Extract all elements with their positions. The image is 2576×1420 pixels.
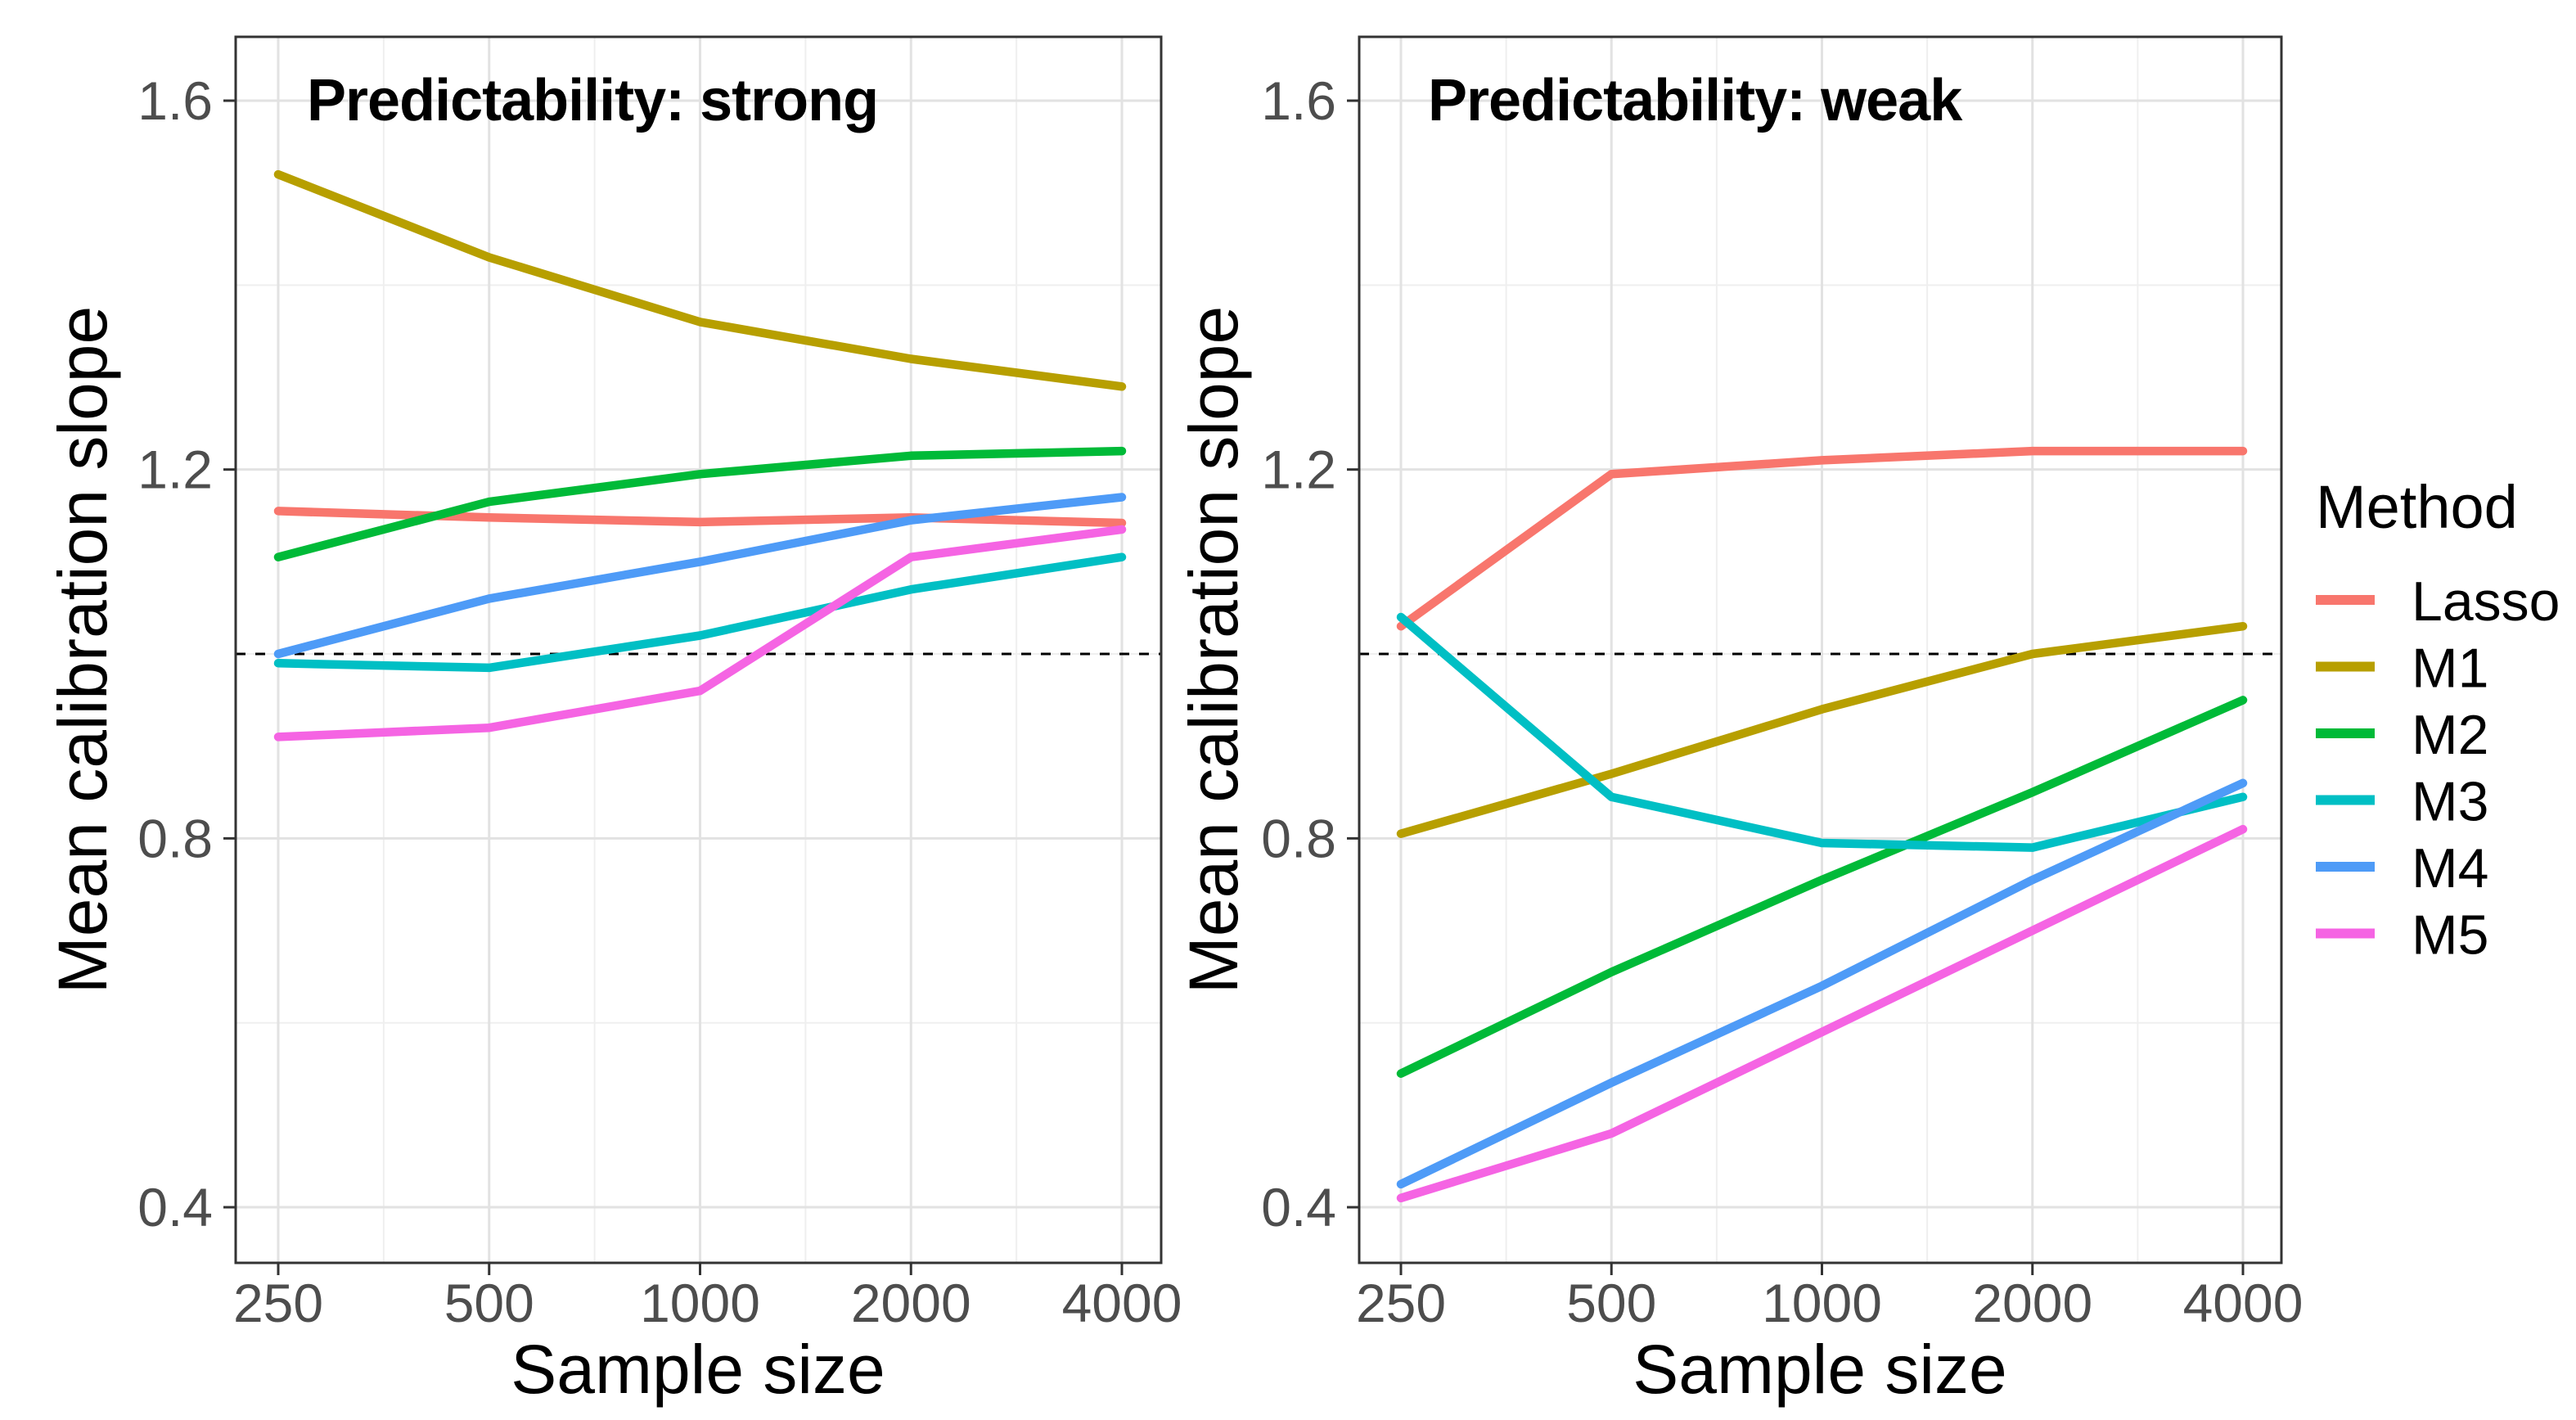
line-lasso-weak [1396,446,2248,631]
x-tick-label: 4000 [1062,1273,1182,1333]
panel-border-strong [234,35,1163,1264]
panel-title-strong: Predictability: strong [307,68,878,133]
y-tick-label: 1.6 [1261,70,1336,131]
legend-label: M1 [2412,638,2488,700]
panel-bg-weak [1359,37,2281,1263]
y-tick-label: 1.6 [137,70,213,131]
y-tick-label: 0.4 [1261,1177,1336,1237]
y-tick-label: 0.4 [137,1177,213,1237]
x-tick-label: 500 [1566,1273,1656,1333]
x-tick-label: 500 [444,1273,534,1333]
x-tick-label: 1000 [1762,1273,1882,1333]
legend-label: Lasso [2412,570,2560,633]
y-axis-title-right: Mean calibration slope [1175,306,1252,994]
line-m1-weak [1396,621,2248,838]
x-axis-title-right: Sample size [1633,1331,2007,1408]
y-tick-label: 1.2 [1261,440,1336,500]
legend-label: M2 [2412,704,2488,766]
axis-tick-labels-layer: 250 500 1000 2000 4000 0.4 0.8 1.2 1.6 250 500 1000… [137,70,2303,1333]
line-m4-weak [1396,778,2248,1189]
x-tick-label: 4000 [2183,1273,2304,1333]
y-tick-label: 0.8 [137,808,213,868]
line-m4-strong [273,493,1127,659]
legend-label: M5 [2412,904,2488,967]
y-tick-label: 0.8 [1261,808,1336,868]
y-tick-label: 1.2 [137,440,213,500]
x-tick-label: 2000 [851,1273,971,1333]
legend-entry-m2: M2 [2316,704,2488,766]
legend-entry-m4: M4 [2316,837,2488,899]
legend-entry-m5: M5 [2316,904,2488,967]
panel-title-weak: Predictability: weak [1428,68,1963,133]
legend-entry-lasso: Lasso [2316,570,2560,633]
legend-entry-m1: M1 [2316,638,2488,700]
line-m5-weak [1396,824,2248,1203]
legend-label: M3 [2412,771,2488,833]
x-tick-label: 250 [233,1273,323,1333]
y-axis-title-left: Mean calibration slope [44,306,121,994]
line-m5-strong [273,525,1127,742]
legend-title: Method [2316,473,2518,541]
x-tick-label: 250 [1356,1273,1446,1333]
legend-entry-m3: M3 [2316,771,2488,833]
panel-border-weak [1358,35,2283,1264]
x-tick-label: 2000 [1972,1273,2092,1333]
line-m2-strong [273,446,1127,561]
line-lasso-strong [273,507,1127,528]
line-m3-strong [273,552,1127,673]
data-lines-layer [273,169,2248,1203]
x-tick-label: 1000 [640,1273,760,1333]
panel-borders-layer [234,35,2283,1264]
panel-bg-strong [236,37,1161,1263]
legend-label: M4 [2412,837,2488,899]
line-m3-weak [1396,612,2248,852]
x-axis-title-left: Sample size [511,1331,885,1408]
line-m1-strong [273,169,1127,391]
line-m2-weak [1396,696,2248,1078]
axis-ticks-layer [223,99,2245,1275]
gridlines-layer [236,37,2281,1263]
